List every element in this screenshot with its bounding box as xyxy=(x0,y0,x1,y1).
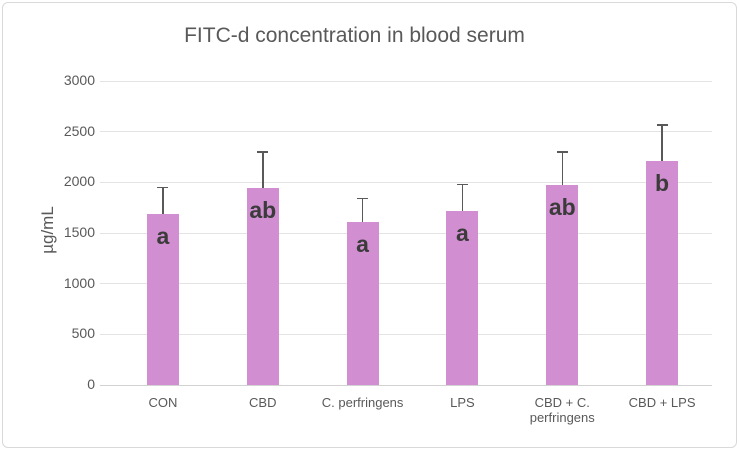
error-bar xyxy=(361,198,364,223)
error-bar xyxy=(561,151,563,185)
bar xyxy=(146,213,179,385)
significance-letter: a xyxy=(156,222,170,249)
y-tick-label: 0 xyxy=(87,376,95,392)
error-bar-cap xyxy=(556,151,568,153)
gridline xyxy=(100,131,712,133)
significance-letter: a xyxy=(356,231,369,258)
bar xyxy=(346,222,379,385)
x-axis-label: CON xyxy=(148,395,178,410)
y-tick-label: 1000 xyxy=(63,274,95,291)
error-bar xyxy=(661,125,663,162)
x-axis-label: CBD + C. perfringens xyxy=(529,395,595,425)
gridline xyxy=(100,283,712,285)
error-bar-cap xyxy=(257,151,269,153)
gridline xyxy=(100,232,712,234)
bar xyxy=(446,210,479,385)
y-tick-label: 500 xyxy=(71,325,95,342)
significance-letter: b xyxy=(655,170,670,197)
error-bar xyxy=(461,184,464,211)
bar xyxy=(246,187,279,385)
x-axis-label: C. perfringens xyxy=(321,395,404,410)
error-bar xyxy=(262,151,264,188)
error-bar-cap xyxy=(357,197,369,200)
error-bar-cap xyxy=(456,183,468,186)
x-axis-label: LPS xyxy=(450,395,475,410)
gridline xyxy=(100,181,712,183)
error-bar-cap xyxy=(656,124,668,126)
x-axis-line xyxy=(100,384,712,386)
x-axis-label: CBD + LPS xyxy=(628,395,696,410)
y-tick-label: 3000 xyxy=(63,72,95,88)
bar xyxy=(646,161,679,385)
x-axis-label: CBD xyxy=(249,395,277,410)
bar xyxy=(546,184,579,385)
gridline xyxy=(100,333,712,335)
significance-letter: ab xyxy=(249,196,277,223)
significance-letter: a xyxy=(456,219,469,246)
error-bar-cap xyxy=(157,186,169,189)
error-bar xyxy=(162,187,164,214)
y-tick-label: 2000 xyxy=(63,173,95,190)
significance-letter: ab xyxy=(548,193,576,220)
chart-title: FITC-d concentration in blood serum xyxy=(184,24,525,47)
gridline xyxy=(100,80,712,82)
y-tick-label: 1500 xyxy=(63,224,95,240)
y-tick-label: 2500 xyxy=(63,122,95,139)
